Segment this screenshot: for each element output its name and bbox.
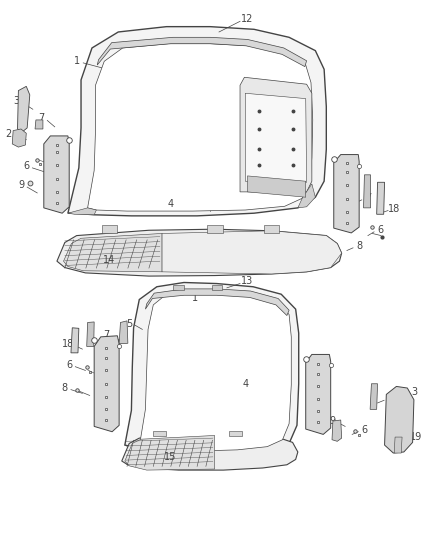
Polygon shape bbox=[102, 225, 117, 233]
Polygon shape bbox=[212, 285, 222, 290]
Polygon shape bbox=[145, 289, 289, 316]
Text: 18: 18 bbox=[388, 204, 400, 214]
Text: 8: 8 bbox=[62, 383, 68, 393]
Polygon shape bbox=[298, 184, 315, 208]
Text: 13: 13 bbox=[241, 277, 254, 286]
Polygon shape bbox=[153, 431, 166, 436]
Text: 3: 3 bbox=[411, 387, 417, 397]
Polygon shape bbox=[18, 86, 30, 132]
Polygon shape bbox=[122, 434, 298, 470]
Text: 9: 9 bbox=[329, 416, 335, 426]
Text: 3: 3 bbox=[14, 96, 20, 106]
Polygon shape bbox=[88, 44, 313, 211]
Text: 6: 6 bbox=[23, 161, 29, 171]
Text: 5: 5 bbox=[126, 319, 132, 328]
Text: 15: 15 bbox=[164, 453, 176, 462]
Polygon shape bbox=[364, 175, 371, 208]
Text: 18: 18 bbox=[62, 339, 74, 349]
Polygon shape bbox=[394, 437, 402, 453]
Polygon shape bbox=[140, 291, 291, 451]
Polygon shape bbox=[207, 225, 223, 233]
Text: 14: 14 bbox=[102, 255, 115, 265]
Polygon shape bbox=[44, 136, 69, 213]
Text: 1: 1 bbox=[74, 56, 80, 66]
Polygon shape bbox=[35, 120, 43, 129]
Polygon shape bbox=[173, 285, 184, 290]
Polygon shape bbox=[125, 282, 299, 457]
Text: 19: 19 bbox=[410, 432, 422, 442]
Polygon shape bbox=[68, 208, 96, 215]
Text: 8: 8 bbox=[356, 241, 362, 251]
Polygon shape bbox=[68, 27, 326, 216]
Polygon shape bbox=[377, 182, 385, 214]
Polygon shape bbox=[125, 435, 215, 470]
Text: 7: 7 bbox=[365, 193, 371, 203]
Text: 7: 7 bbox=[103, 330, 109, 340]
Polygon shape bbox=[385, 386, 414, 453]
Polygon shape bbox=[57, 229, 342, 276]
Polygon shape bbox=[332, 420, 342, 441]
Polygon shape bbox=[306, 354, 331, 434]
Text: 6: 6 bbox=[377, 225, 383, 235]
Text: 6: 6 bbox=[361, 425, 367, 435]
Polygon shape bbox=[97, 37, 307, 67]
Polygon shape bbox=[71, 328, 79, 353]
Polygon shape bbox=[119, 321, 128, 344]
Text: 10: 10 bbox=[274, 130, 286, 139]
Polygon shape bbox=[64, 233, 162, 272]
Text: 1: 1 bbox=[192, 294, 198, 303]
Text: 7: 7 bbox=[388, 394, 394, 403]
Polygon shape bbox=[87, 322, 94, 346]
Text: 4: 4 bbox=[168, 199, 174, 208]
Polygon shape bbox=[247, 176, 306, 197]
Polygon shape bbox=[245, 93, 307, 182]
Polygon shape bbox=[94, 336, 119, 432]
Text: 12: 12 bbox=[241, 14, 254, 23]
Polygon shape bbox=[240, 77, 312, 192]
Text: 4: 4 bbox=[242, 379, 248, 389]
Polygon shape bbox=[229, 431, 242, 436]
Text: 6: 6 bbox=[66, 360, 72, 370]
Polygon shape bbox=[12, 129, 26, 147]
Polygon shape bbox=[370, 384, 378, 409]
Text: 11: 11 bbox=[276, 146, 289, 155]
Text: 9: 9 bbox=[18, 181, 24, 190]
Text: 7: 7 bbox=[39, 114, 45, 123]
Polygon shape bbox=[162, 231, 342, 274]
Polygon shape bbox=[334, 155, 359, 233]
Text: 2: 2 bbox=[6, 130, 12, 139]
Polygon shape bbox=[264, 225, 279, 233]
